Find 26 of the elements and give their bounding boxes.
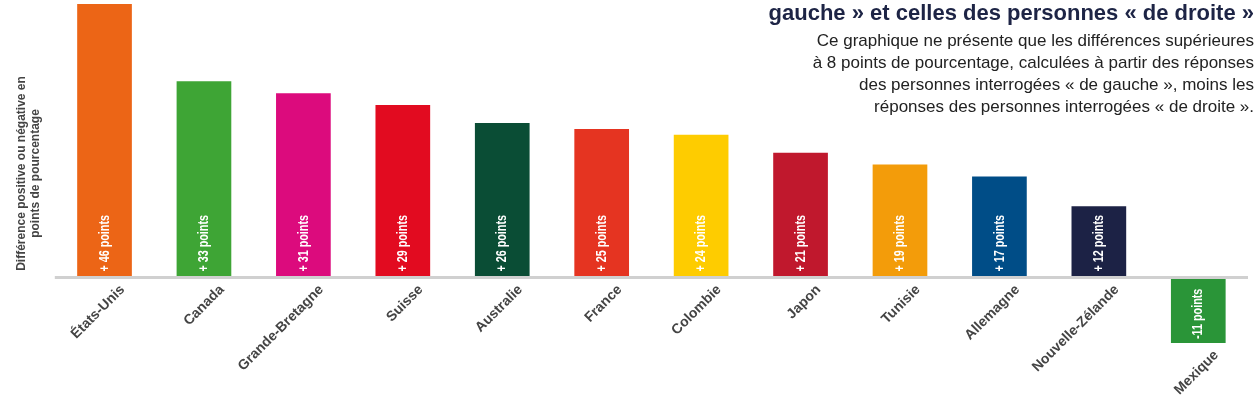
annotation: Ce graphique ne présente que les différences supérieures à 8 points de pourcentage, calculées à partir des réponses des personnes interrogées « de gauche », moins les réponses des personnes interrogées « de droite ». xyxy=(811,30,1254,118)
data-label: -11 points xyxy=(1188,288,1206,339)
data-label: + 33 points xyxy=(194,214,212,272)
bar xyxy=(574,128,630,278)
bar xyxy=(276,93,331,278)
y-axis-title: Différence positive ou négative en points de pourcentage xyxy=(13,76,42,271)
data-label: + 17 points xyxy=(989,214,1007,272)
bar xyxy=(773,152,828,278)
data-label: + 26 points xyxy=(492,214,510,272)
data-label: + 29 points xyxy=(393,214,411,272)
data-label: + 46 points xyxy=(94,214,113,272)
bar xyxy=(673,134,729,278)
data-label: + 21 points xyxy=(790,214,809,272)
data-label: + 25 points xyxy=(592,214,610,272)
bar xyxy=(176,81,232,278)
data-label: + 31 points xyxy=(293,214,311,272)
bar xyxy=(474,122,530,278)
data-label: + 12 points xyxy=(1089,214,1107,272)
bar xyxy=(972,176,1027,278)
data-label: + 24 points xyxy=(691,214,709,272)
bar xyxy=(872,164,928,278)
data-label: + 19 points xyxy=(890,214,908,272)
chart-title: gauche » et celles des personnes « de droite » xyxy=(768,0,1254,26)
bar xyxy=(375,105,431,278)
bar xyxy=(1170,277,1226,343)
bar xyxy=(77,4,132,278)
